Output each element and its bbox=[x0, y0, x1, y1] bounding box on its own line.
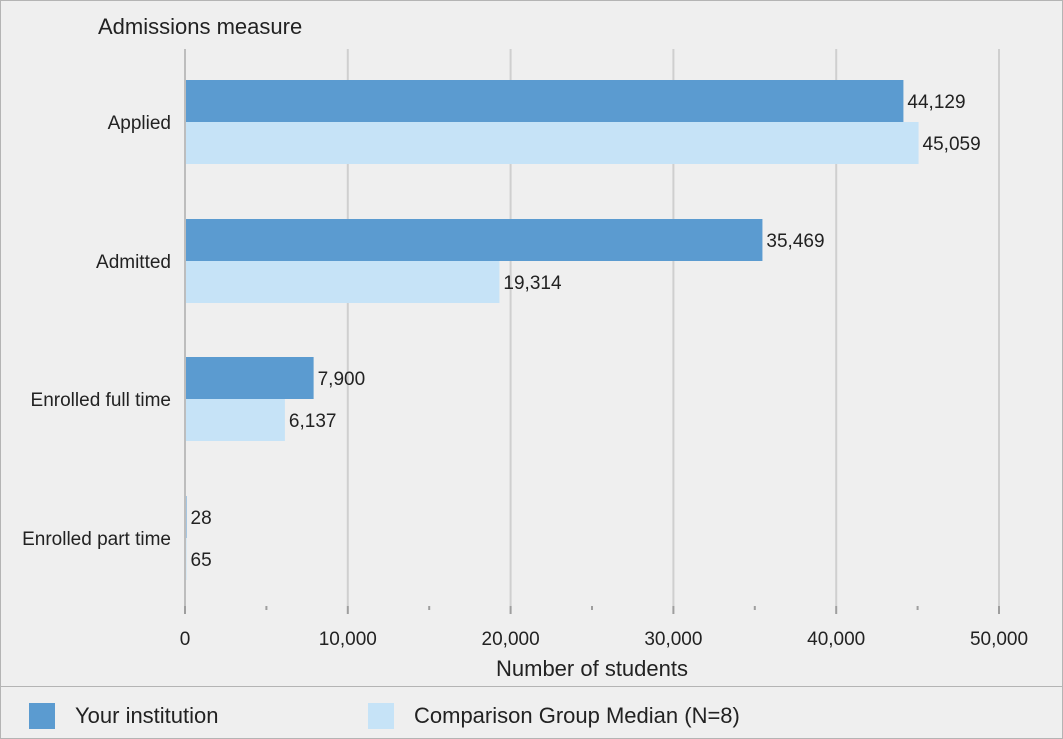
data-label: 28 bbox=[191, 508, 212, 529]
data-label: 35,469 bbox=[766, 231, 824, 252]
x-axis-label: Number of students bbox=[496, 656, 688, 681]
x-tick-label: 0 bbox=[180, 629, 191, 650]
legend-label-your-institution: Your institution bbox=[75, 703, 219, 728]
data-label: 19,314 bbox=[503, 273, 562, 294]
category-label: Admitted bbox=[96, 252, 171, 273]
data-label: 44,129 bbox=[907, 92, 965, 113]
axes: Admissions measure Number of students 0 1… bbox=[22, 14, 1028, 681]
legend-item-your-institution: Your institution bbox=[29, 701, 219, 731]
x-tick-label: 20,000 bbox=[482, 629, 540, 650]
x-tick-label: 40,000 bbox=[807, 629, 865, 650]
x-tick-label: 30,000 bbox=[644, 629, 702, 650]
category-label: Enrolled full time bbox=[31, 390, 171, 411]
x-tick-label: 10,000 bbox=[319, 629, 377, 650]
data-labels: 44,129 35,469 7,900 28 45,059 19,314 6,137 65 bbox=[191, 92, 981, 571]
x-tick-label: 50,000 bbox=[970, 629, 1028, 650]
bar-comparison-group bbox=[185, 122, 919, 164]
bar-your-institution bbox=[185, 357, 314, 399]
category-label: Enrolled part time bbox=[22, 529, 171, 550]
data-label: 7,900 bbox=[318, 369, 366, 390]
bar-your-institution bbox=[185, 219, 763, 261]
bar-comparison-group bbox=[185, 261, 500, 303]
data-label: 6,137 bbox=[289, 411, 337, 432]
bar-your-institution bbox=[185, 80, 904, 122]
bar-comparison-group bbox=[185, 399, 285, 441]
chart-title: Admissions measure bbox=[98, 14, 302, 39]
category-label: Applied bbox=[108, 113, 171, 134]
legend-swatch-comparison-group bbox=[368, 703, 394, 729]
data-label: 45,059 bbox=[923, 134, 981, 155]
data-label: 65 bbox=[191, 550, 212, 571]
bar-series bbox=[185, 80, 919, 580]
legend-divider bbox=[1, 686, 1062, 687]
legend-item-comparison-group: Comparison Group Median (N=8) bbox=[368, 701, 740, 731]
admissions-bar-chart: Admissions measure Number of students 0 1… bbox=[22, 14, 1028, 681]
legend-label-comparison-group: Comparison Group Median (N=8) bbox=[414, 703, 740, 728]
legend-swatch-your-institution bbox=[29, 703, 55, 729]
